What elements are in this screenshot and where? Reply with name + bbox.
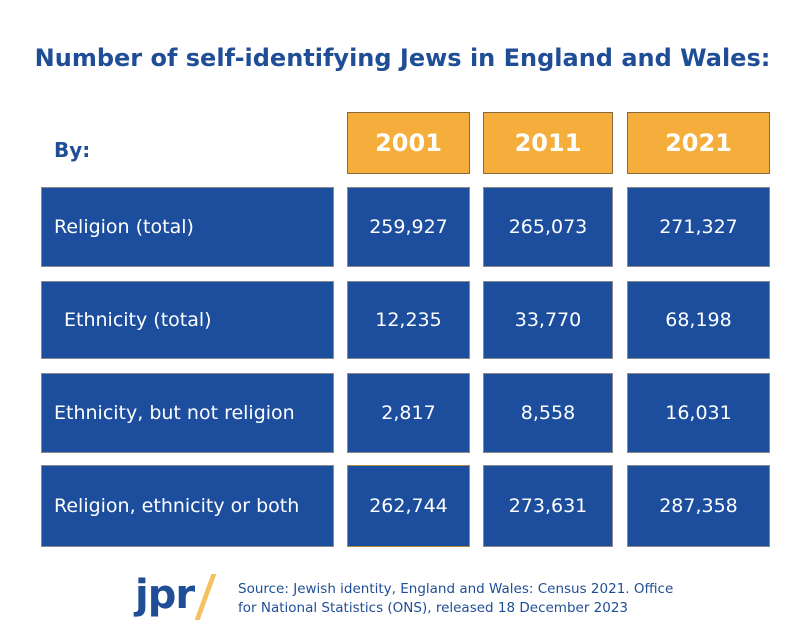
source-line-1: Source: Jewish identity, England and Wal…	[238, 581, 674, 597]
table-cell: 2,817	[347, 373, 470, 453]
jpr-logo: jpr	[135, 572, 195, 618]
row-label: Religion, ethnicity or both	[41, 465, 334, 547]
table-cell: 265,073	[483, 187, 613, 267]
table-cell: 262,744	[347, 465, 470, 547]
table-cell: 259,927	[347, 187, 470, 267]
by-label: By:	[54, 138, 91, 162]
table-cell: 287,358	[627, 465, 770, 547]
table-cell: 8,558	[483, 373, 613, 453]
row-label: Ethnicity (total)	[41, 281, 334, 359]
table-cell: 68,198	[627, 281, 770, 359]
source-line-2: for National Statistics (ONS), released …	[238, 600, 629, 616]
table-cell: 16,031	[627, 373, 770, 453]
table-cell: 271,327	[627, 187, 770, 267]
row-label: Ethnicity, but not religion	[41, 373, 334, 453]
table-cell: 12,235	[347, 281, 470, 359]
table-cell: 33,770	[483, 281, 613, 359]
logo-slash	[194, 574, 217, 620]
table-cell: 273,631	[483, 465, 613, 547]
row-label: Religion (total)	[41, 187, 334, 267]
year-header-2011: 2011	[483, 112, 613, 174]
page-title: Number of self-identifying Jews in Engla…	[34, 44, 771, 72]
year-header-2001: 2001	[347, 112, 470, 174]
source-note: Source: Jewish identity, England and Wal…	[238, 580, 673, 618]
year-header-2021: 2021	[627, 112, 770, 174]
